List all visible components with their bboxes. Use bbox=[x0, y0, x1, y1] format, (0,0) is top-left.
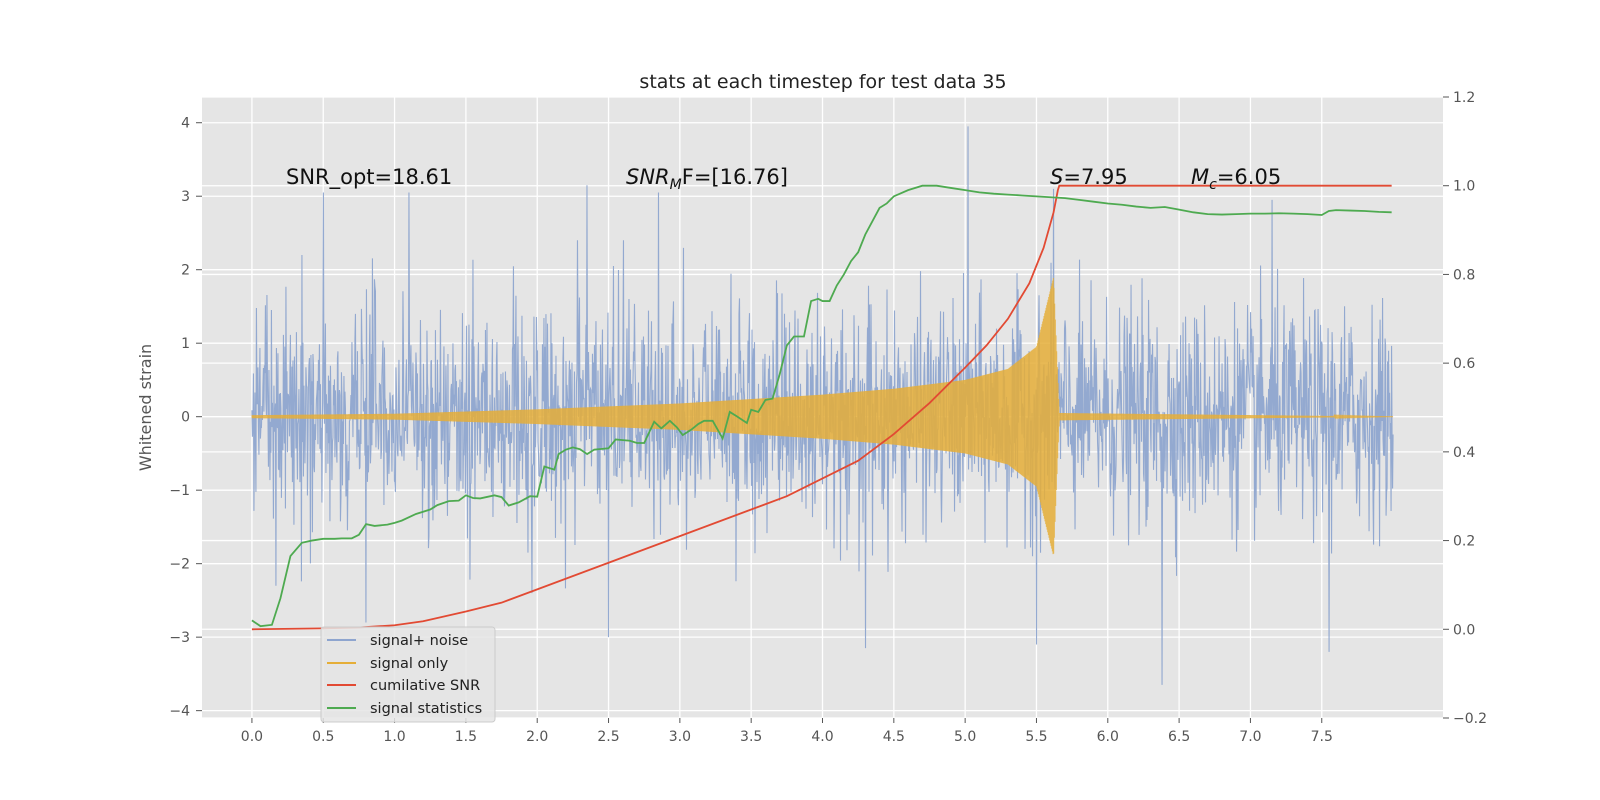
annotation-mc-rest: =6.05 bbox=[1217, 165, 1281, 189]
annotation-snr-mf-rest: F=[16.76] bbox=[682, 165, 788, 189]
x-tick-label: 1.0 bbox=[383, 729, 405, 745]
x-tick-label: 5.5 bbox=[1025, 729, 1047, 745]
y-tick-label: 4 bbox=[181, 116, 190, 132]
x-tick-label: 1.5 bbox=[455, 729, 477, 745]
legend-label-cumulative-snr: cumilative SNR bbox=[370, 678, 480, 694]
legend-label-signal-statistics: signal statistics bbox=[370, 701, 482, 717]
y2-tick-label: 0.8 bbox=[1453, 267, 1475, 283]
annotation-snr-mf: SNRMF=[16.76] bbox=[626, 165, 788, 193]
x-tick-label: 3.0 bbox=[669, 729, 691, 745]
y2-tick-label: 1.0 bbox=[1453, 179, 1475, 195]
y2-tick-label: 0.0 bbox=[1453, 622, 1475, 638]
y-tick-label: 2 bbox=[181, 263, 190, 279]
annotation-mc-sub: c bbox=[1209, 177, 1217, 193]
chart-title: stats at each timestep for test data 35 bbox=[639, 71, 1006, 93]
series-signal-only bbox=[251, 277, 1394, 555]
annotation-snr-opt: SNR_opt=18.61 bbox=[286, 165, 452, 190]
legend-label-signal-plus-noise: signal+ noise bbox=[370, 633, 468, 649]
y-tick-label: 1 bbox=[181, 336, 190, 352]
y-axis-left: 4 3 2 1 0 −1 −2 −3 −4 bbox=[169, 116, 202, 720]
x-tick-label: 0.0 bbox=[241, 729, 263, 745]
x-tick-label: 0.5 bbox=[312, 729, 334, 745]
series-cumulative-snr bbox=[251, 184, 1392, 631]
y2-tick-label: −0.2 bbox=[1453, 711, 1487, 727]
x-tick-label: 4.0 bbox=[811, 729, 833, 745]
x-tick-label: 5.0 bbox=[954, 729, 976, 745]
legend-box bbox=[320, 626, 496, 723]
annotation-s-main: S bbox=[1050, 165, 1063, 189]
x-axis: 0.0 0.5 1.0 1.5 2.0 2.5 3.0 3.5 4.0 4.5 5.0 5.5 6.0 6… bbox=[241, 718, 1333, 745]
annotation-s-rest: =7.95 bbox=[1063, 165, 1127, 189]
x-tick-label: 7.5 bbox=[1311, 729, 1333, 745]
x-tick-label: 7.0 bbox=[1239, 729, 1261, 745]
y2-tick-label: 0.4 bbox=[1453, 445, 1475, 461]
y-axis-label: Whitened strain bbox=[136, 344, 155, 471]
annotation-snr-mf-main: SNR bbox=[626, 165, 670, 189]
x-tick-label: 4.5 bbox=[883, 729, 905, 745]
y-tick-label: 3 bbox=[181, 189, 190, 205]
legend-label-signal-only: signal only bbox=[370, 656, 449, 672]
series-signal-statistics bbox=[251, 184, 1392, 628]
x-tick-label: 6.5 bbox=[1168, 729, 1190, 745]
x-tick-label: 3.5 bbox=[740, 729, 762, 745]
y2-tick-label: 0.2 bbox=[1453, 534, 1475, 550]
annotation-snr-mf-sub: M bbox=[670, 177, 682, 193]
y-axis-right: 1.2 1.0 0.8 0.6 0.4 0.2 0.0 −0.2 bbox=[1443, 90, 1487, 727]
legend: signal+ noise signal only cumilative SNR… bbox=[320, 626, 496, 723]
annotation-mc-main: M bbox=[1191, 165, 1209, 189]
y-tick-label: −4 bbox=[169, 704, 190, 720]
y-tick-label: −2 bbox=[169, 557, 190, 573]
y2-tick-label: 1.2 bbox=[1453, 90, 1475, 106]
x-tick-label: 2.0 bbox=[526, 729, 548, 745]
x-tick-label: 6.0 bbox=[1097, 729, 1119, 745]
y2-tick-label: 0.6 bbox=[1453, 356, 1475, 372]
annotation-s: S=7.95 bbox=[1050, 165, 1128, 189]
y-tick-label: 0 bbox=[181, 410, 190, 426]
annotation-mc: Mc=6.05 bbox=[1191, 165, 1281, 193]
y-tick-label: −1 bbox=[169, 483, 190, 499]
x-tick-label: 2.5 bbox=[597, 729, 619, 745]
y-tick-label: −3 bbox=[169, 630, 190, 646]
signal-trace bbox=[251, 277, 1394, 555]
